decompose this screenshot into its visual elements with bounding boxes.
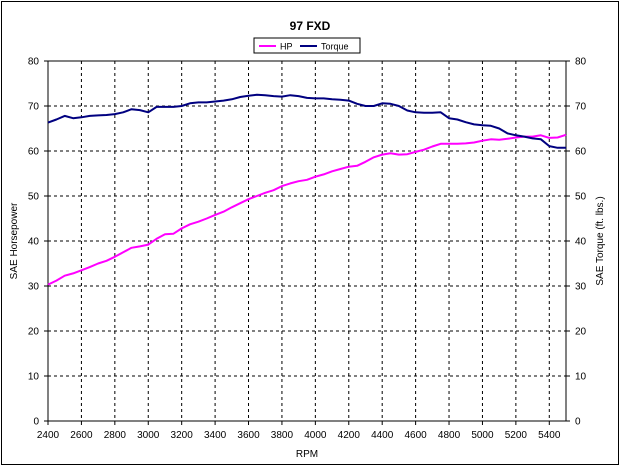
legend: HP Torque [253,37,361,54]
y-tick-label: 40 [28,237,40,248]
y-tick-label: 10 [28,372,40,383]
series-line-hp [47,133,567,286]
y-tick-label: 50 [28,192,40,203]
y2-axis-title: SAE Torque (ft. lbs.) [595,196,606,285]
y-tick-label: 80 [28,57,40,68]
y2-tick-label: 80 [575,57,587,68]
x-tick-label: 3000 [137,430,160,441]
ticks: 0 0 10 10 20 20 30 30 40 40 50 50 60 60 70 70 80 80 2400 26… [28,57,587,442]
y2-tick-label: 0 [575,417,581,428]
x-tick-label: 3600 [237,430,260,441]
x-tick-label: 2800 [104,430,127,441]
grid [48,61,566,421]
series-line-torque [47,93,566,149]
y-tick-label: 20 [28,327,40,338]
x-tick-label: 3800 [271,430,294,441]
x-tick-label: 4200 [338,430,361,441]
y2-tick-label: 20 [575,327,587,338]
x-tick-label: 4600 [404,430,427,441]
x-tick-label: 3400 [204,430,227,441]
y2-tick-label: 30 [575,282,587,293]
x-tick-label: 2600 [70,430,93,441]
y-tick-label: 30 [28,282,40,293]
y-tick-label: 70 [28,102,40,113]
x-tick-label: 3200 [171,430,194,441]
x-tick-label: 5400 [538,430,561,441]
x-tick-label: 2400 [37,430,60,441]
y2-tick-label: 40 [575,237,587,248]
y-tick-label: 0 [33,417,39,428]
y2-tick-label: 50 [575,192,587,203]
x-tick-label: 4400 [371,430,394,441]
x-axis-title: RPM [296,449,318,460]
chart-title: 97 FXD [290,19,331,33]
y2-tick-label: 70 [575,102,587,113]
legend-torque-label: Torque [321,42,349,52]
legend-hp-label: HP [280,42,293,52]
series-group [47,93,567,286]
y2-tick-label: 60 [575,147,587,158]
y-axis-title: SAE Horsepower [9,202,20,279]
x-tick-label: 5200 [505,430,528,441]
x-tick-label: 4000 [304,430,327,441]
x-tick-label: 5000 [471,430,494,441]
y2-tick-label: 10 [575,372,587,383]
y-tick-label: 60 [28,147,40,158]
x-tick-label: 4800 [438,430,461,441]
